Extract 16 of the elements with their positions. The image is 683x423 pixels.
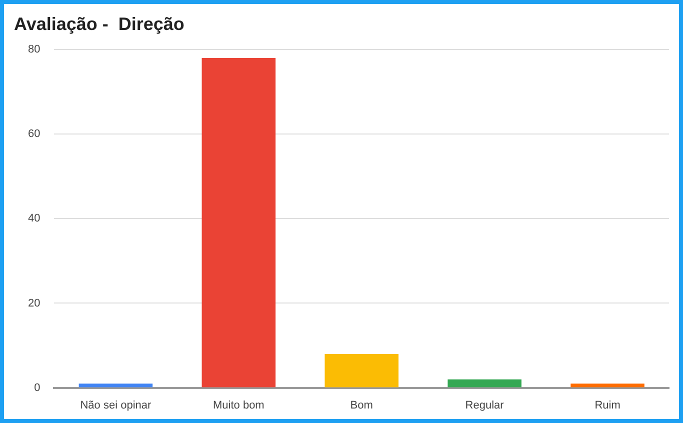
chart-title: Avaliação - Direção [14, 14, 184, 34]
x-tick-label: Não sei opinar [80, 399, 152, 412]
x-tick-label: Regular [465, 399, 504, 412]
y-tick-label: 80 [28, 44, 40, 56]
y-tick-label: 40 [28, 212, 40, 225]
bar [570, 384, 644, 388]
bar [78, 384, 153, 388]
bar [324, 354, 399, 388]
y-tick-label: 60 [28, 128, 40, 140]
x-tick-label: Ruim [594, 399, 620, 412]
y-tick-label: 0 [34, 382, 40, 394]
bar [448, 379, 522, 388]
y-tick-label: 20 [28, 297, 40, 310]
x-tick-label: Bom [350, 399, 373, 412]
x-tick-label: Muito bom [212, 399, 264, 412]
bar [202, 58, 276, 388]
